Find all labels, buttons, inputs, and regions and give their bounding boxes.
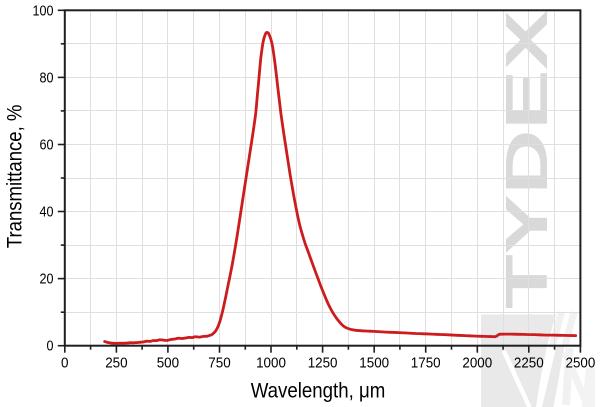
svg-text:100: 100 [33,3,54,19]
svg-text:0: 0 [61,356,69,372]
svg-text:1250: 1250 [308,356,338,372]
svg-text:TYDEX: TYDEX [494,10,560,309]
svg-text:1000: 1000 [256,356,286,372]
svg-text:Transmittance, %: Transmittance, % [4,105,27,249]
svg-text:40: 40 [40,205,54,221]
svg-text:20: 20 [40,272,54,288]
svg-text:0: 0 [47,339,54,355]
svg-text:750: 750 [208,356,230,372]
svg-text:1500: 1500 [359,356,389,372]
svg-text:80: 80 [40,70,54,86]
svg-text:2250: 2250 [514,356,544,372]
svg-text:2000: 2000 [462,356,492,372]
svg-text:500: 500 [157,356,179,372]
svg-text:2500: 2500 [566,356,596,372]
svg-text:Wavelength, μm: Wavelength, μm [251,379,386,402]
svg-text:1750: 1750 [411,356,441,372]
svg-text:250: 250 [105,356,127,372]
svg-text:60: 60 [40,138,54,154]
